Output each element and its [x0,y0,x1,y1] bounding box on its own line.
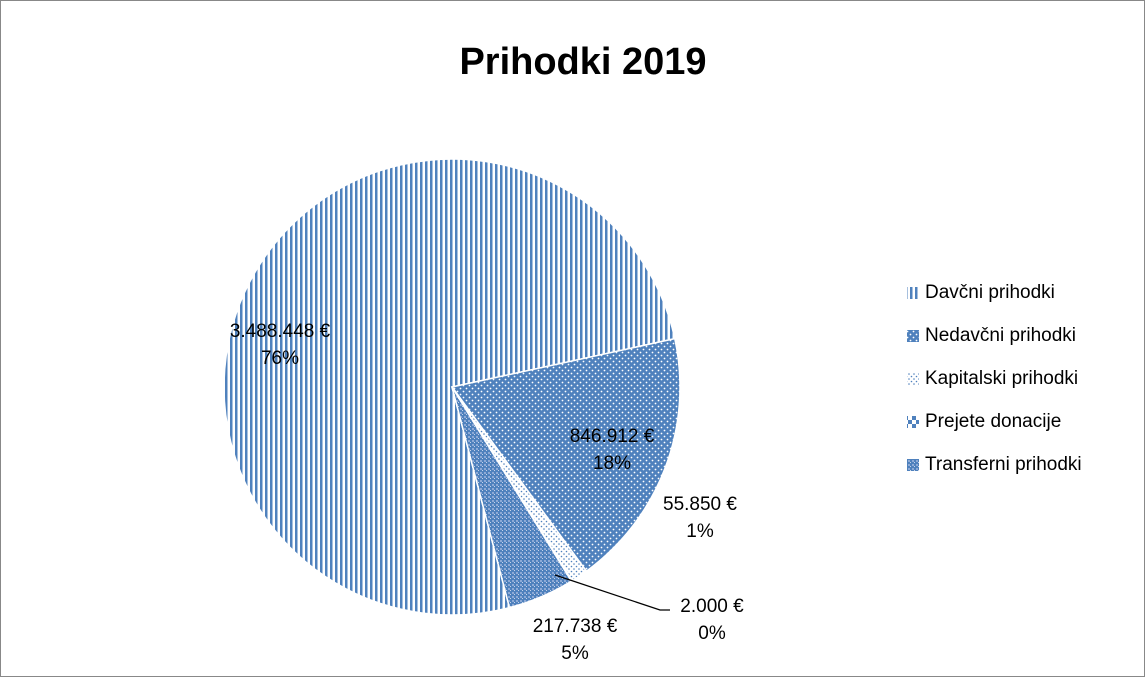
legend-label: Prejete donacije [925,411,1061,432]
data-label-percent: 18% [593,453,631,474]
legend-swatch [907,287,919,299]
data-label: 55.850 € [663,494,737,515]
chart-title: Prihodki 2019 [459,41,706,83]
pie-slice [223,158,676,616]
data-label: 217.738 € [533,616,618,637]
legend-label: Transferni prihodki [925,454,1082,475]
legend-label: Nedavčni prihodki [925,325,1076,346]
pie-slice [450,337,681,573]
legend-swatch [907,416,919,428]
leader-line [554,574,670,611]
data-label-percent: 1% [686,521,714,542]
data-label: 2.000 € [680,596,744,617]
legend-label: Kapitalski prihodki [925,368,1078,389]
legend-swatch [907,330,919,342]
pie-slice [451,386,573,609]
data-label-percent: 5% [561,643,589,664]
data-label-percent: 0% [698,623,726,644]
legend-swatch [907,459,919,471]
legend-swatch [907,373,919,385]
data-label: 846.912 € [570,426,655,447]
data-label-percent: 76% [261,348,299,369]
legend-label: Davčni prihodki [925,282,1055,303]
data-label: 3.488.448 € [230,321,331,342]
